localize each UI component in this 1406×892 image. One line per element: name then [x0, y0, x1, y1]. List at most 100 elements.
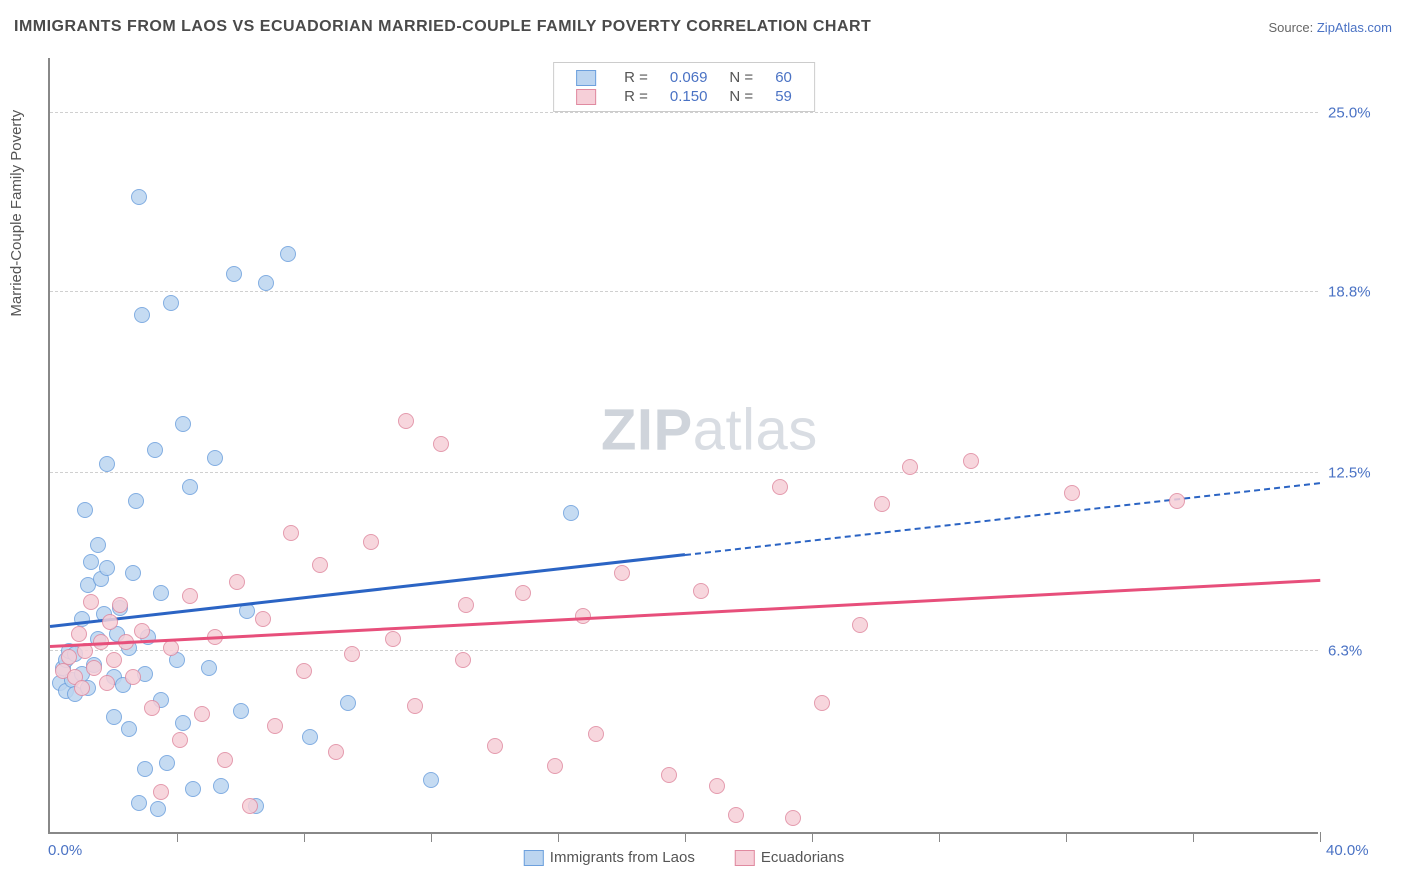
- data-point: [267, 718, 283, 734]
- data-point: [340, 695, 356, 711]
- legend-item: Immigrants from Laos: [524, 849, 695, 866]
- data-point: [137, 761, 153, 777]
- data-point: [86, 660, 102, 676]
- data-point: [458, 597, 474, 613]
- data-point: [874, 496, 890, 512]
- x-axis-max-label: 40.0%: [1326, 842, 1396, 859]
- data-point: [125, 669, 141, 685]
- data-point: [147, 442, 163, 458]
- source-attribution: Source: ZipAtlas.com: [1268, 20, 1392, 35]
- x-tick: [1066, 832, 1067, 842]
- data-point: [175, 416, 191, 432]
- data-point: [398, 413, 414, 429]
- x-tick: [812, 832, 813, 842]
- x-tick: [1193, 832, 1194, 842]
- data-point: [182, 588, 198, 604]
- data-point: [233, 703, 249, 719]
- data-point: [102, 614, 118, 630]
- data-point: [194, 706, 210, 722]
- source-link[interactable]: ZipAtlas.com: [1317, 20, 1392, 35]
- data-point: [614, 565, 630, 581]
- gridline: [50, 112, 1318, 113]
- data-point: [106, 652, 122, 668]
- x-tick: [304, 832, 305, 842]
- data-point: [814, 695, 830, 711]
- x-tick: [939, 832, 940, 842]
- data-point: [547, 758, 563, 774]
- data-point: [344, 646, 360, 662]
- data-point: [153, 585, 169, 601]
- chart-plot-area: ZIPatlas R =0.069N =60R =0.150N =59 Immi…: [48, 58, 1318, 834]
- data-point: [455, 652, 471, 668]
- data-point: [772, 479, 788, 495]
- data-point: [172, 732, 188, 748]
- data-point: [77, 502, 93, 518]
- data-point: [1169, 493, 1185, 509]
- data-point: [163, 640, 179, 656]
- data-point: [785, 810, 801, 826]
- watermark-rest: atlas: [693, 397, 818, 462]
- data-point: [144, 700, 160, 716]
- data-point: [423, 772, 439, 788]
- data-point: [106, 709, 122, 725]
- chart-title: IMMIGRANTS FROM LAOS VS ECUADORIAN MARRI…: [14, 18, 871, 36]
- data-point: [159, 755, 175, 771]
- data-point: [728, 807, 744, 823]
- y-tick-label: 25.0%: [1328, 105, 1398, 122]
- stats-legend: R =0.069N =60 R =0.150N =59: [553, 62, 815, 112]
- watermark: ZIPatlas: [601, 396, 818, 463]
- gridline: [50, 291, 1318, 292]
- data-point: [112, 597, 128, 613]
- data-point: [312, 557, 328, 573]
- data-point: [217, 752, 233, 768]
- gridline: [50, 650, 1318, 651]
- data-point: [131, 189, 147, 205]
- data-point: [213, 778, 229, 794]
- y-tick-label: 18.8%: [1328, 283, 1398, 300]
- data-point: [563, 505, 579, 521]
- data-point: [182, 479, 198, 495]
- data-point: [163, 295, 179, 311]
- data-point: [99, 456, 115, 472]
- data-point: [201, 660, 217, 676]
- data-point: [134, 307, 150, 323]
- data-point: [283, 525, 299, 541]
- data-point: [433, 436, 449, 452]
- y-axis-label: Married-Couple Family Poverty: [8, 110, 25, 317]
- data-point: [328, 744, 344, 760]
- data-point: [99, 560, 115, 576]
- data-point: [83, 594, 99, 610]
- data-point: [385, 631, 401, 647]
- data-point: [902, 459, 918, 475]
- data-point: [588, 726, 604, 742]
- data-point: [128, 493, 144, 509]
- data-point: [207, 450, 223, 466]
- data-point: [131, 795, 147, 811]
- y-tick-label: 12.5%: [1328, 464, 1398, 481]
- gridline: [50, 472, 1318, 473]
- legend-row: R =0.150N =59: [566, 88, 802, 105]
- legend-item: Ecuadorians: [735, 849, 844, 866]
- data-point: [709, 778, 725, 794]
- data-point: [121, 721, 137, 737]
- legend-row: R =0.069N =60: [566, 69, 802, 86]
- data-point: [61, 649, 77, 665]
- data-point: [515, 585, 531, 601]
- data-point: [407, 698, 423, 714]
- data-point: [185, 781, 201, 797]
- data-point: [229, 574, 245, 590]
- x-tick: [685, 832, 686, 842]
- data-point: [661, 767, 677, 783]
- y-tick-label: 6.3%: [1328, 642, 1398, 659]
- x-tick: [558, 832, 559, 842]
- data-point: [258, 275, 274, 291]
- data-point: [487, 738, 503, 754]
- watermark-bold: ZIP: [601, 397, 693, 462]
- data-point: [255, 611, 271, 627]
- data-point: [296, 663, 312, 679]
- data-point: [134, 623, 150, 639]
- data-point: [693, 583, 709, 599]
- source-prefix: Source:: [1268, 20, 1316, 35]
- data-point: [83, 554, 99, 570]
- data-point: [363, 534, 379, 550]
